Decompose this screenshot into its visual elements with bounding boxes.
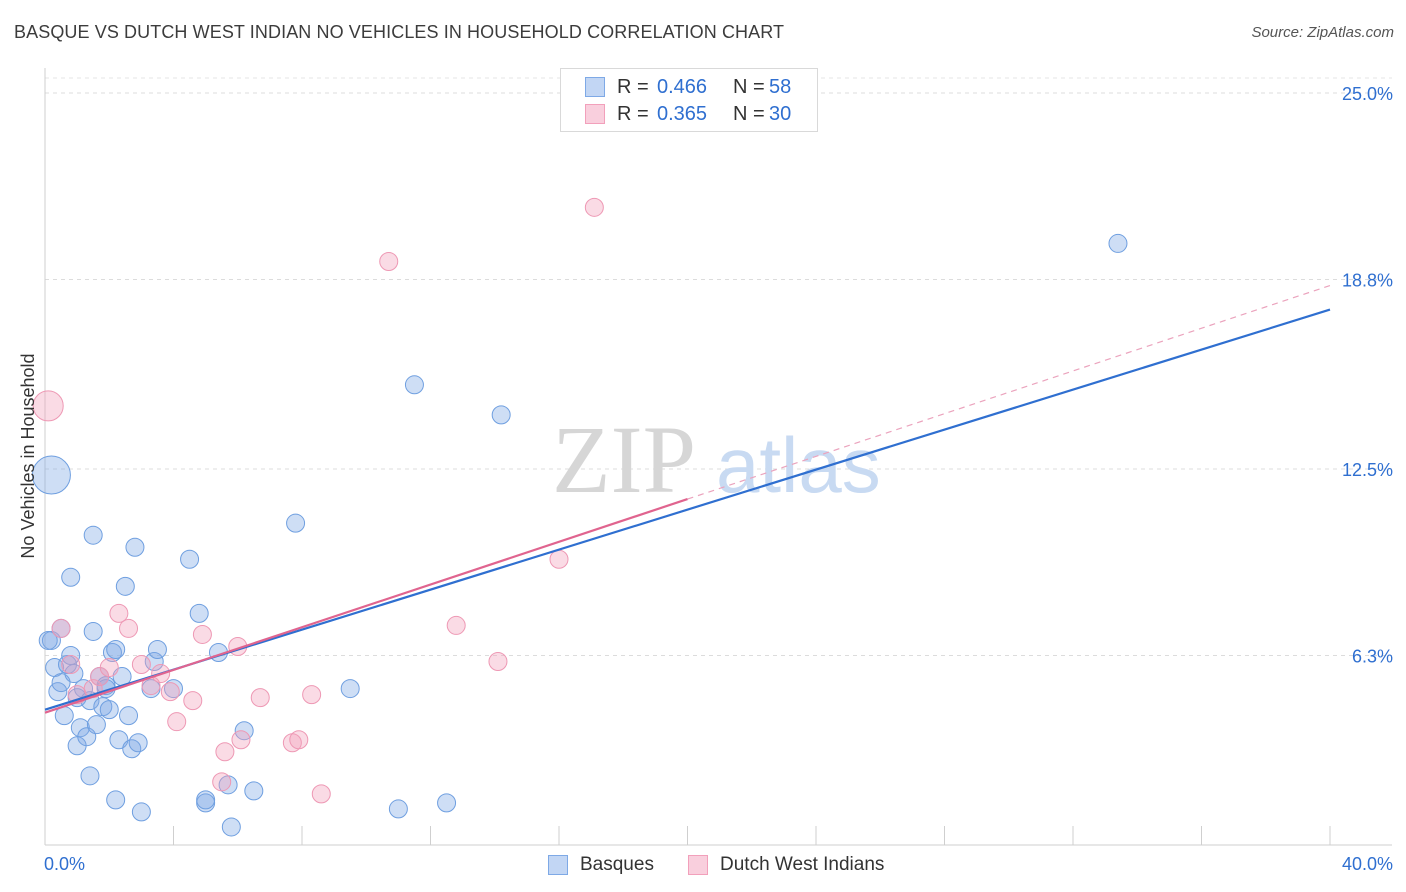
dutch-point <box>446 615 466 635</box>
watermark: ZIP atlas <box>552 406 881 513</box>
basques-point <box>144 652 164 672</box>
basques-point <box>115 576 135 596</box>
basques-point <box>131 802 151 822</box>
x-tick-label-min: 0.0% <box>44 854 85 874</box>
dutch-label: Dutch West Indians <box>720 854 885 875</box>
y-axis-title: No Vehicles in Household <box>18 353 38 558</box>
y-tick-label: 25.0% <box>1342 84 1393 104</box>
basques-point <box>404 375 424 395</box>
dutch-point <box>231 730 251 750</box>
legend-swatch-pink <box>585 104 605 124</box>
basques-point <box>340 679 360 699</box>
dutch-point <box>311 784 331 804</box>
dutch-point <box>32 390 64 422</box>
basques-swatch <box>548 855 568 875</box>
basques-point <box>221 817 241 837</box>
basques-point <box>38 630 58 650</box>
basques-point <box>147 639 167 659</box>
dutch-trend-line <box>44 498 688 714</box>
chart-title: BASQUE VS DUTCH WEST INDIAN NO VEHICLES … <box>14 22 785 42</box>
legend-n-value: 58 <box>769 75 792 98</box>
dutch-swatch <box>688 855 708 875</box>
basques-point <box>388 799 408 819</box>
legend-n-key: N = <box>733 75 765 98</box>
basques-point <box>286 513 306 533</box>
legend-r-value: 0.466 <box>657 75 708 98</box>
dutch-point <box>192 624 212 644</box>
trend-lines <box>44 284 1331 714</box>
basques-trend-line <box>44 308 1331 711</box>
legend-swatch-blue <box>585 77 605 97</box>
basques-point <box>1108 233 1128 253</box>
dutch-point <box>183 691 203 711</box>
correlation-legend: R = 0.466 N = 58 R = 0.365 N = 30 <box>560 68 818 132</box>
dutch-point <box>250 688 270 708</box>
y-tick-label: 18.8% <box>1342 271 1393 291</box>
legend-r-value: 0.365 <box>657 102 708 125</box>
basques-point <box>437 793 457 813</box>
basques-point <box>125 537 145 557</box>
basques-point <box>99 700 119 720</box>
dutch-point <box>289 730 309 750</box>
basques-point <box>180 549 200 569</box>
basques-point <box>106 790 126 810</box>
legend-row-dutch: R = 0.365 N = 30 <box>585 101 791 127</box>
basques-point <box>106 639 126 659</box>
legend-n-key: N = <box>733 102 765 125</box>
dutch-point <box>109 603 129 623</box>
gridlines <box>45 77 1392 657</box>
dutch-point <box>488 652 508 672</box>
watermark-atlas: atlas <box>716 421 881 509</box>
y-tick-label: 6.3% <box>1352 647 1393 667</box>
legend-row-basques: R = 0.466 N = 58 <box>585 74 791 100</box>
dutch-point <box>302 685 322 705</box>
basques-point <box>86 715 106 735</box>
legend-r-key: R = <box>617 75 649 98</box>
dutch-point <box>215 742 235 762</box>
basques-point <box>164 679 183 699</box>
basques-point <box>83 525 103 545</box>
watermark-zip: ZIP <box>552 406 696 513</box>
dutch-point <box>131 655 151 675</box>
basques-point <box>491 405 511 425</box>
legend-item-basques[interactable]: Basques <box>548 852 654 878</box>
basques-point <box>128 733 148 753</box>
dutch-point <box>379 251 399 271</box>
legend-r-key: R = <box>617 102 649 125</box>
legend-n-value: 30 <box>769 102 792 125</box>
x-tick-label-max: 40.0% <box>1342 854 1393 874</box>
dutch-point <box>212 772 232 792</box>
dutch-trend-extension <box>687 284 1331 500</box>
basques-point <box>31 455 71 495</box>
data-points <box>31 197 1128 837</box>
basques-point <box>196 790 216 810</box>
dutch-point <box>51 618 71 638</box>
basques-point <box>83 621 103 641</box>
axes <box>44 68 1392 846</box>
dutch-point <box>61 655 81 675</box>
basques-point <box>244 781 264 801</box>
basques-point <box>61 567 81 587</box>
source-label: Source: ZipAtlas.com <box>1251 24 1394 41</box>
dutch-point <box>99 658 119 678</box>
dutch-point <box>167 712 187 732</box>
basques-point <box>102 642 122 662</box>
dutch-point <box>584 197 604 217</box>
basques-point <box>189 603 209 623</box>
basques-point <box>80 766 100 786</box>
axis-labels: 6.3% 12.5% 18.8% 25.0% 0.0% 40.0% No Vehicles … <box>18 84 1393 874</box>
basques-label: Basques <box>580 854 654 875</box>
basques-point <box>119 706 139 726</box>
dutch-point <box>549 549 569 569</box>
legend-item-dutch[interactable]: Dutch West Indians <box>688 852 884 878</box>
y-tick-label: 12.5% <box>1342 460 1393 480</box>
dutch-point <box>160 682 180 702</box>
dutch-point <box>119 618 139 638</box>
